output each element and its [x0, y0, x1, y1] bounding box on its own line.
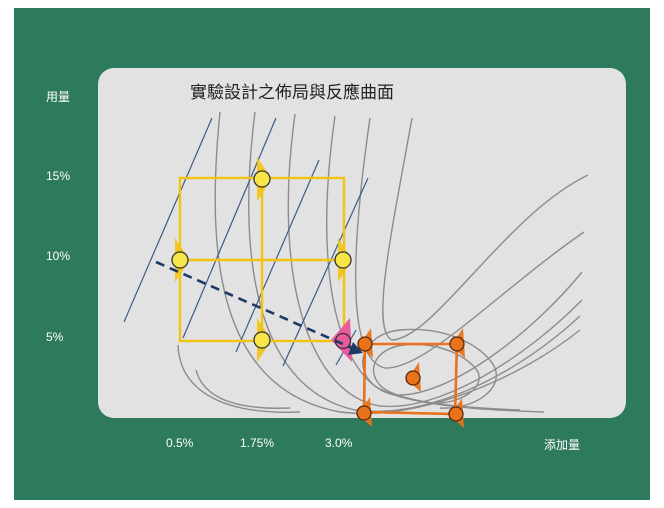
arrow-head — [348, 342, 363, 355]
x-tick-0-5: 0.5% — [166, 436, 194, 450]
tangent-line-4 — [282, 177, 369, 367]
design-1-point-4 — [334, 251, 352, 269]
design-2-point-3 — [405, 370, 421, 386]
contour-line-5 — [287, 113, 583, 408]
contour-lines — [177, 111, 589, 415]
x-tick-1-75: 1.75% — [240, 436, 275, 450]
design-1-point-3 — [253, 331, 271, 349]
design-2-point-5 — [448, 406, 464, 422]
y-tick-5: 5% — [46, 330, 64, 344]
arrow-shaft — [155, 260, 353, 350]
y-tick-15: 15% — [46, 169, 71, 183]
design-2-point-1 — [357, 336, 373, 352]
contour-line-6 — [326, 115, 583, 396]
design-2-point-2 — [449, 336, 465, 352]
contour-line-7 — [354, 117, 585, 369]
contour-line-4 — [248, 111, 581, 412]
tangent-line-3 — [235, 159, 320, 353]
contour-line-10 — [195, 369, 291, 409]
diagram-title: 實驗設計之佈局與反應曲面 — [190, 83, 394, 103]
tangent-line-2 — [182, 117, 277, 339]
contour-line-8 — [382, 117, 589, 341]
x-tick-3-0: 3.0% — [325, 436, 353, 450]
tangent-line-1 — [123, 117, 213, 323]
tangent-lines — [123, 117, 369, 367]
x-axis-label: 添加量 — [544, 438, 581, 452]
design-1-point-1 — [171, 251, 189, 269]
y-axis-label: 用量 — [46, 90, 71, 104]
y-tick-10: 10% — [46, 249, 71, 263]
design-2-point-4 — [356, 405, 372, 421]
first-design-layout — [171, 157, 352, 362]
contour-line-3 — [214, 111, 581, 415]
second-design-layout — [356, 328, 465, 428]
design-1-point-2 — [253, 170, 271, 188]
contour-line-9 — [177, 344, 301, 413]
steepest-ascent-arrow — [155, 260, 363, 355]
